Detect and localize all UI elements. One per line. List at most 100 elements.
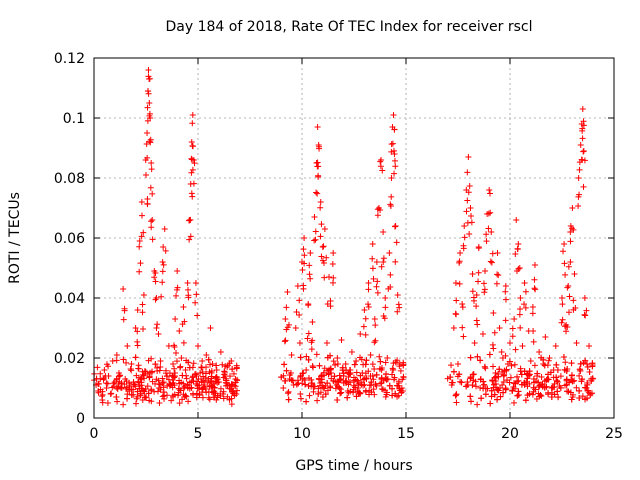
data-point [383, 376, 390, 383]
data-point [180, 391, 187, 398]
data-point [296, 297, 303, 304]
data-point [144, 104, 151, 111]
data-point [565, 263, 572, 270]
data-point [460, 245, 467, 252]
data-point [350, 389, 357, 396]
data-point [473, 383, 480, 390]
data-point [566, 293, 573, 300]
data-point [299, 370, 306, 377]
data-point [362, 315, 369, 322]
data-point [185, 398, 192, 405]
data-point [195, 343, 201, 349]
data-point [158, 293, 165, 300]
data-point [377, 206, 384, 213]
data-point [305, 330, 312, 337]
data-point [348, 349, 355, 355]
data-point [185, 292, 192, 299]
data-point [511, 316, 518, 322]
data-point [311, 214, 318, 220]
data-point [377, 158, 384, 165]
data-point [475, 278, 482, 285]
data-point [173, 358, 180, 365]
data-point [565, 283, 572, 289]
data-point [396, 361, 403, 367]
data-point [230, 388, 237, 394]
data-point [189, 112, 196, 118]
data-point [581, 295, 588, 301]
data-point [176, 328, 183, 334]
data-point [118, 385, 125, 391]
data-point [531, 362, 538, 369]
data-point [481, 286, 488, 293]
data-point [589, 375, 596, 382]
data-point [160, 389, 167, 396]
data-point [579, 376, 586, 383]
data-point [371, 316, 378, 322]
data-point [376, 353, 383, 360]
data-point [392, 163, 399, 170]
data-point [530, 384, 537, 391]
x-tick-label: 0 [90, 426, 99, 442]
data-point [189, 166, 196, 173]
data-point [527, 358, 534, 364]
data-point [584, 387, 591, 394]
data-point [529, 391, 536, 398]
data-point [192, 280, 199, 286]
data-point [380, 229, 387, 235]
data-point [456, 280, 463, 287]
data-point [378, 157, 385, 163]
data-point [132, 325, 139, 331]
data-point [372, 322, 379, 329]
data-point [128, 367, 135, 374]
data-point [97, 370, 104, 377]
data-point [393, 239, 400, 246]
data-point [144, 154, 151, 161]
data-point [318, 221, 325, 228]
data-point [582, 384, 589, 391]
data-point [104, 380, 111, 387]
data-point [517, 295, 524, 301]
data-point [380, 255, 387, 262]
data-point [199, 389, 206, 396]
data-point [496, 366, 503, 373]
data-point [390, 147, 397, 154]
data-point [103, 361, 110, 368]
data-point [139, 326, 146, 333]
data-point [327, 298, 334, 305]
data-point [318, 376, 325, 383]
data-point [579, 393, 586, 400]
data-point [353, 393, 360, 400]
data-point [308, 339, 315, 346]
data-point [228, 358, 235, 364]
data-point [190, 157, 197, 163]
data-point [172, 316, 179, 322]
data-point [487, 258, 494, 265]
data-point [477, 384, 484, 391]
data-point [573, 340, 580, 346]
data-point [493, 280, 500, 287]
data-point [135, 365, 142, 372]
data-point [173, 292, 180, 299]
data-point [546, 355, 553, 361]
plot-frame [93, 57, 615, 419]
data-point [312, 236, 319, 243]
data-point [576, 387, 583, 394]
data-point [111, 379, 118, 385]
data-point [477, 357, 484, 364]
data-point [114, 398, 121, 405]
data-point [171, 365, 178, 372]
data-point [231, 392, 238, 399]
data-point [282, 337, 289, 344]
data-point [148, 166, 155, 173]
data-point [224, 364, 231, 370]
data-point [202, 385, 209, 392]
data-point [581, 157, 588, 164]
data-point [464, 197, 471, 204]
data-point [558, 319, 565, 326]
data-point [323, 340, 330, 346]
data-point [387, 284, 394, 291]
data-point [165, 343, 172, 349]
data-point [148, 218, 155, 225]
data-point [473, 303, 480, 310]
data-point [521, 301, 528, 308]
